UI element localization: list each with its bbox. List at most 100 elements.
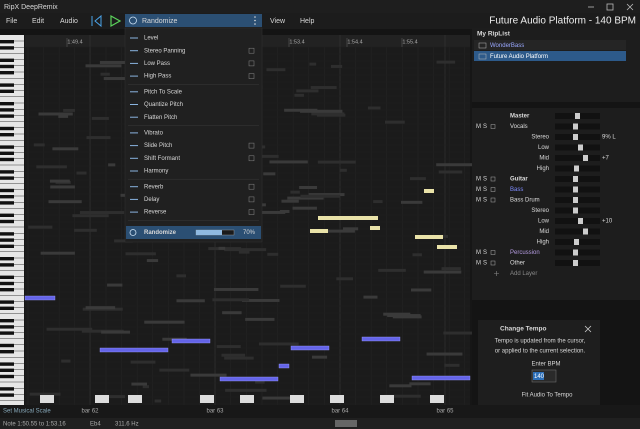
black-key[interactable]	[0, 170, 14, 174]
white-key[interactable]	[0, 134, 24, 140]
menu-item[interactable]: Audio	[60, 18, 78, 25]
scrollbar-thumb[interactable]	[335, 420, 357, 427]
slider-knob[interactable]	[578, 218, 583, 224]
effect-item[interactable]: Delay	[144, 197, 159, 203]
black-key[interactable]	[0, 64, 14, 69]
white-key[interactable]	[0, 90, 24, 97]
slider-knob[interactable]	[575, 113, 580, 119]
slider-track[interactable]	[555, 228, 600, 235]
white-key[interactable]	[0, 47, 24, 54]
effect-checkbox[interactable]	[248, 155, 255, 162]
black-key[interactable]	[0, 319, 14, 323]
effect-checkbox[interactable]	[248, 196, 255, 203]
note[interactable]	[310, 229, 328, 233]
toolbar-icons[interactable]	[91, 14, 122, 28]
white-key[interactable]	[0, 394, 24, 401]
effect-item[interactable]: Slide Pitch	[144, 143, 172, 149]
mute[interactable]: M	[476, 124, 481, 130]
solo[interactable]: S	[483, 250, 487, 256]
white-key[interactable]	[0, 183, 24, 190]
white-key[interactable]	[0, 171, 24, 178]
black-key[interactable]	[0, 232, 14, 236]
black-key[interactable]	[0, 195, 14, 199]
white-key[interactable]	[0, 35, 24, 41]
white-key[interactable]	[0, 128, 24, 134]
slider-track[interactable]	[555, 144, 600, 151]
dialog-button[interactable]: Fit Audio To Tempo	[522, 393, 573, 399]
black-key[interactable]	[0, 89, 14, 93]
black-key[interactable]	[0, 288, 14, 292]
black-key[interactable]	[0, 46, 14, 50]
slider-knob[interactable]	[573, 134, 578, 140]
white-key[interactable]	[0, 59, 24, 66]
white-key[interactable]	[0, 382, 24, 388]
slider-knob[interactable]	[578, 144, 583, 151]
slider-knob[interactable]	[573, 176, 578, 182]
white-key[interactable]	[0, 159, 24, 165]
white-key[interactable]	[0, 239, 24, 246]
black-key[interactable]	[0, 263, 14, 267]
effect-item[interactable]: Shift Formant	[144, 156, 180, 162]
menu-item[interactable]: View	[270, 18, 286, 25]
effect-checkbox[interactable]	[248, 60, 255, 67]
black-key[interactable]	[0, 201, 14, 205]
dropdown-label[interactable]: Randomize	[142, 18, 178, 25]
slider-knob[interactable]	[574, 239, 579, 245]
effect-checkbox[interactable]	[248, 142, 255, 149]
mute[interactable]: M	[476, 261, 481, 267]
white-key[interactable]	[0, 363, 24, 370]
effect-item[interactable]: Pitch To Scale	[144, 89, 183, 95]
scale-button[interactable]: Set Musical Scale	[3, 409, 51, 415]
effect-item[interactable]: Quantize Pitch	[144, 102, 183, 108]
skip-back[interactable]	[91, 14, 102, 28]
black-key[interactable]	[0, 157, 14, 162]
black-key[interactable]	[0, 343, 14, 348]
effect-item[interactable]: Reverse	[144, 210, 167, 216]
white-key[interactable]	[0, 227, 24, 233]
black-key[interactable]	[0, 331, 14, 335]
black-key[interactable]	[0, 238, 14, 242]
black-key[interactable]	[0, 102, 14, 106]
note[interactable]	[318, 216, 378, 220]
dialog-close[interactable]	[584, 325, 592, 333]
white-key[interactable]	[0, 78, 24, 85]
white-key[interactable]	[0, 351, 24, 357]
white-key[interactable]	[0, 320, 24, 326]
black-key[interactable]	[0, 374, 14, 379]
effect-checkbox[interactable]	[248, 209, 255, 215]
effect-item[interactable]: Low Pass	[144, 61, 170, 67]
effect-item[interactable]: Level	[144, 36, 158, 42]
white-key[interactable]	[0, 369, 24, 376]
effect-checkbox[interactable]	[248, 183, 255, 190]
menu-item[interactable]: File	[6, 18, 17, 25]
riplist-item[interactable]: Future Audio Platform	[490, 54, 548, 60]
white-key[interactable]	[0, 196, 24, 202]
note[interactable]	[437, 245, 457, 249]
black-key[interactable]	[0, 368, 14, 372]
slider-track[interactable]	[555, 218, 600, 224]
slider-knob[interactable]	[573, 249, 578, 256]
solo[interactable]: S	[483, 198, 487, 204]
dropdown-more[interactable]	[254, 16, 256, 25]
slider-knob[interactable]	[573, 186, 578, 193]
white-key[interactable]	[0, 270, 24, 277]
black-key[interactable]	[0, 213, 14, 217]
black-key[interactable]	[0, 300, 14, 304]
black-key[interactable]	[0, 71, 14, 75]
solo[interactable]: S	[483, 124, 487, 130]
input-value[interactable]: 140	[534, 374, 545, 380]
white-key[interactable]	[0, 109, 24, 116]
white-key[interactable]	[0, 190, 24, 196]
white-key[interactable]	[0, 264, 24, 271]
note[interactable]	[424, 189, 434, 193]
black-key[interactable]	[0, 350, 14, 354]
white-key[interactable]	[0, 103, 24, 109]
effect-item[interactable]: Reverb	[144, 184, 164, 190]
slider-knob[interactable]	[574, 165, 579, 172]
black-key[interactable]	[0, 114, 14, 118]
randomize-row[interactable]	[126, 226, 261, 239]
white-key[interactable]	[0, 214, 24, 221]
white-key[interactable]	[0, 208, 24, 215]
white-key[interactable]	[0, 314, 24, 320]
white-key[interactable]	[0, 97, 24, 103]
